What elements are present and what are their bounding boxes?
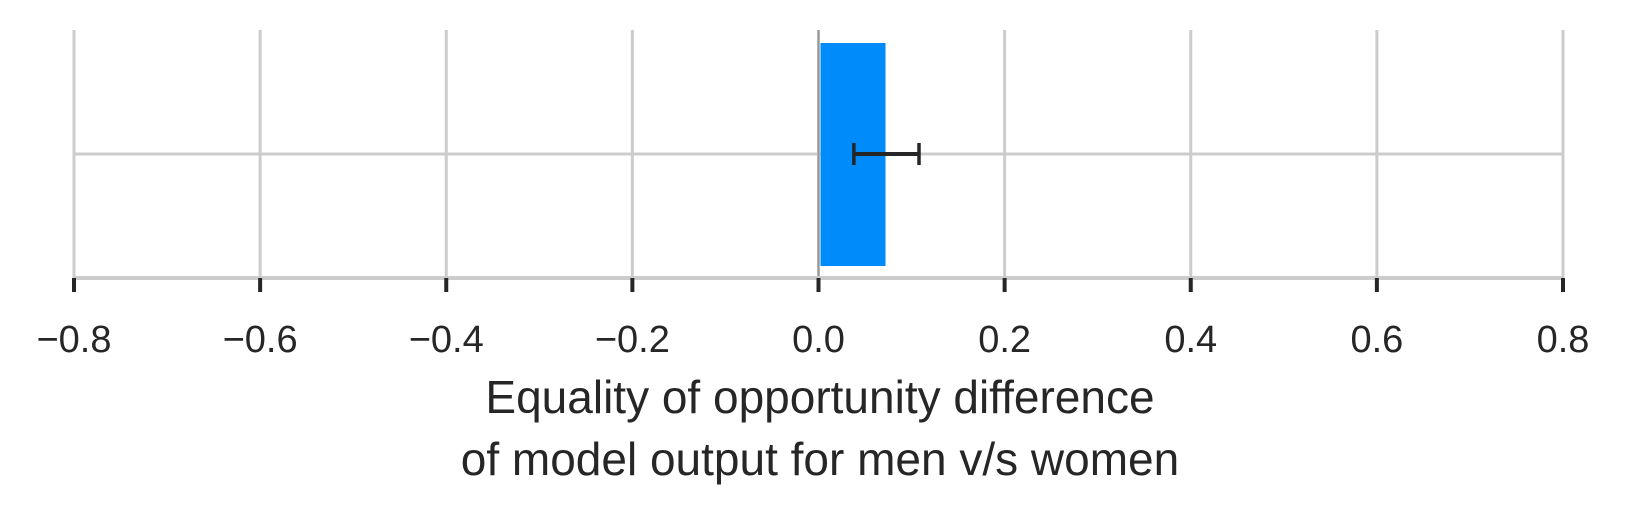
bars [817,30,921,278]
x-tick-label-6: 0.4 [1164,319,1217,361]
x-tick-label-0: −0.8 [36,319,111,361]
x-tick-label-8: 0.8 [1537,319,1590,361]
x-tick-label-2: −0.4 [409,319,484,361]
x-tick-label-4: 0.0 [792,319,845,361]
x-axis-label-line-2: of model output for men v/s women [461,433,1179,485]
x-axis-label-line-1: Equality of opportunity difference [485,371,1154,423]
x-tick-label-7: 0.6 [1350,319,1403,361]
x-axis: −0.8 −0.6 −0.4 −0.2 0.0 0.2 0.4 0.6 0.8 [36,276,1590,361]
x-tick-label-3: −0.2 [595,319,670,361]
x-tick-label-5: 0.2 [978,319,1031,361]
x-tick-label-1: −0.6 [223,319,298,361]
